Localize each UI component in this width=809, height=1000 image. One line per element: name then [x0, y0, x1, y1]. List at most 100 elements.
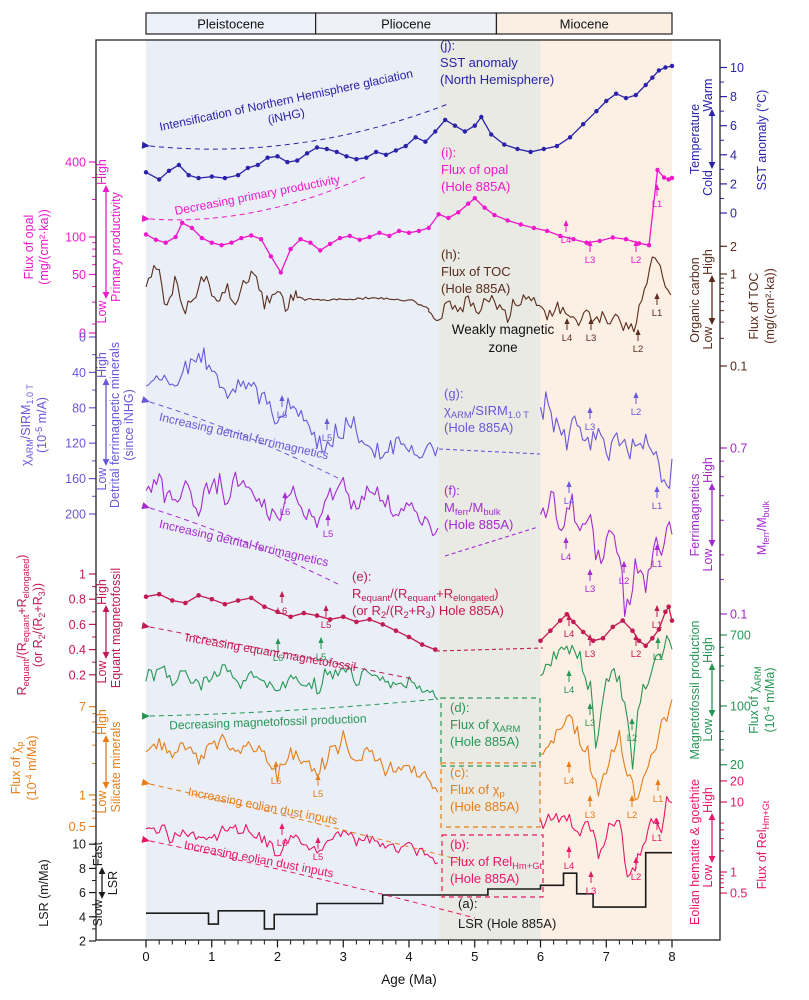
marker: [663, 609, 668, 615]
tick-label: 0.1: [730, 360, 747, 374]
dust-layer-text: L4: [564, 629, 575, 640]
panel-label-text: (Hole 885A): [444, 517, 513, 532]
epoch-label-pleistocene: Pleistocene: [197, 17, 264, 32]
axis-low-label: Low: [95, 300, 109, 324]
dust-layer-label-d-L5: L5: [316, 637, 326, 663]
panel-label-3: (g): χARM/SIRM1.0 T(Hole 885A): [444, 386, 529, 435]
dust-layer-label-i-L1: L1: [652, 184, 662, 210]
up-arrow-icon: [318, 637, 324, 643]
marker: [479, 114, 484, 120]
marker: [222, 175, 228, 181]
tick-label: 4: [79, 910, 86, 924]
dust-layer-label-c-L2: L2: [627, 795, 638, 821]
arrow-down-icon: [708, 710, 716, 717]
marker: [239, 235, 244, 241]
marker: [557, 618, 563, 623]
panel-label-box: [440, 762, 541, 828]
background-zones: [146, 40, 672, 940]
marker: [298, 237, 303, 242]
panel-label-text: (Hole 885A): [441, 179, 510, 194]
panel-label-text: SST anomaly: [440, 55, 518, 70]
dust-layer-text: L5: [323, 529, 334, 540]
dust-layer-text: L4: [561, 552, 572, 563]
dust-layer-text: L4: [564, 496, 575, 507]
marker: [393, 628, 399, 633]
axis-name: Mferr/Mbulk: [755, 500, 771, 555]
dust-layer-label-b-L1: L1: [652, 818, 662, 844]
marker: [327, 241, 333, 247]
marker: [143, 232, 149, 237]
tick-label: 100: [65, 231, 86, 245]
tick-label: 8: [730, 90, 737, 104]
arrow-down-icon: [708, 856, 716, 863]
marker: [308, 240, 313, 245]
arrow-up-icon: [708, 813, 716, 820]
series-flux-of-rel-hm-gt: [145, 796, 673, 878]
marker: [406, 230, 412, 235]
dust-layer-text: L1: [652, 501, 663, 512]
dust-layer-text: L3: [586, 333, 597, 344]
marker: [594, 109, 599, 114]
dust-layer-text: L5: [313, 789, 324, 800]
gap-connector-1: [444, 526, 539, 557]
tick-label: 160: [65, 472, 86, 486]
marker: [623, 95, 629, 101]
annotation-text: Decreasing magnetofossil production: [169, 712, 367, 733]
marker: [633, 92, 638, 98]
panel-label-text: χARM/SIRM1.0 T: [444, 403, 529, 420]
marker: [258, 237, 264, 242]
tick-label: 4: [730, 148, 737, 162]
dust-layer-text: L4: [561, 235, 572, 246]
marker: [314, 145, 320, 150]
dust-layer-label-f-L2: L2: [619, 561, 629, 587]
dust-layer-label-d-L3: L3: [585, 703, 595, 729]
marker: [327, 617, 333, 622]
up-arrow-icon: [633, 634, 639, 640]
axis-name: SST anomaly (°C): [755, 90, 769, 191]
tick-label: 7: [79, 700, 86, 714]
marker: [229, 240, 234, 245]
panel-label-text: (Hole 885A): [441, 281, 510, 296]
marker: [518, 222, 523, 227]
arrow-up-icon: [102, 185, 110, 192]
marker: [288, 614, 293, 620]
dust-layer-label-b-L2: L2: [631, 857, 641, 883]
panel-label-text: (Hole 885A): [450, 734, 519, 749]
tick-label: 40: [72, 366, 86, 380]
marker: [186, 173, 191, 178]
axis-name: Flux of TOC: [747, 273, 761, 340]
dust-layer-label-d-L1: L1: [653, 637, 663, 663]
panel-label-text: (or R2/(R2+R3) Hole 885A): [352, 603, 504, 620]
marker: [354, 619, 359, 625]
arrow-up-icon: [708, 109, 716, 116]
noisy-path: [145, 730, 439, 793]
arrow-up-icon: [708, 275, 716, 282]
panel-label-text: Mferr/Mbulk: [444, 500, 501, 517]
marker: [413, 135, 418, 140]
tick-label: 10: [730, 61, 744, 75]
gap-connector-0: [438, 448, 541, 455]
marker: [502, 142, 507, 147]
arrow-down-icon: [102, 459, 110, 466]
marker: [153, 237, 159, 242]
noisy-path: [539, 490, 673, 617]
dust-layer-text: L2: [627, 810, 638, 821]
marker: [255, 162, 260, 168]
up-arrow-icon: [282, 492, 288, 498]
x-tick-label: 3: [340, 949, 347, 964]
up-arrow-icon: [323, 605, 329, 611]
tick-label: 2: [79, 935, 86, 949]
axis-chip: 7 1 0.5 Flux of χp(10-4 m/Ma) High Low Silicat…: [9, 700, 123, 834]
marker: [663, 65, 668, 70]
dust-layer-text: L6: [271, 776, 282, 787]
marker: [630, 628, 635, 633]
marker: [571, 237, 576, 242]
axis-high-label: High: [95, 709, 109, 735]
annotation-dash: [149, 103, 449, 150]
marker: [173, 234, 178, 240]
tick-label: 0.5: [730, 887, 747, 901]
axis-sst: 10 8 6 4 2 0 SST anomaly (°C) Warm ColdTemperatu…: [688, 61, 769, 221]
panel-label-text: (d):: [450, 700, 470, 715]
dust-layer-label-f-L3: L3: [585, 569, 595, 595]
